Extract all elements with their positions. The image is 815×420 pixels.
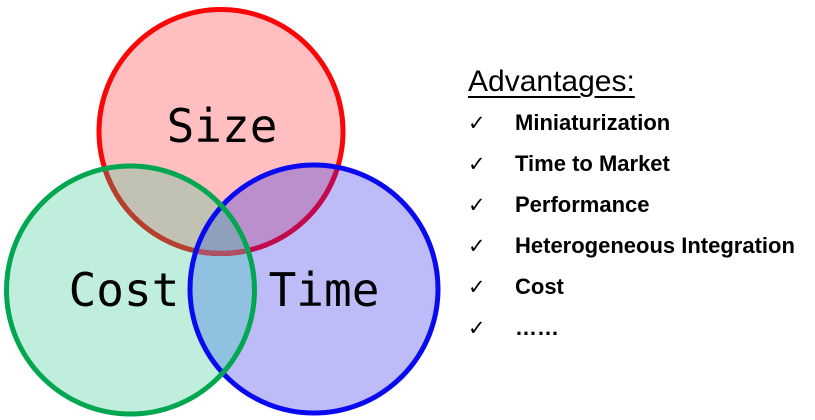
size-time-overlap bbox=[190, 165, 343, 254]
advantage-label: Miniaturization bbox=[515, 110, 671, 135]
size-stroke-under-center-group bbox=[190, 166, 255, 256]
advantage-item: ✓ Miniaturization bbox=[468, 110, 815, 136]
time-circle-stroke bbox=[187, 162, 441, 416]
advantage-label: Cost bbox=[515, 274, 564, 299]
size-stroke-under-center bbox=[190, 166, 255, 256]
check-icon: ✓ bbox=[468, 194, 486, 217]
advantage-item: ✓ …… bbox=[468, 315, 815, 341]
advantages-panel: Advantages: ✓ Miniaturization ✓ Time to … bbox=[468, 64, 815, 340]
check-icon: ✓ bbox=[468, 276, 486, 299]
venn-diagram: Size Cost Time bbox=[4, 7, 441, 417]
advantage-label: Heterogeneous Integration bbox=[515, 233, 795, 258]
time-circle-label: Time bbox=[269, 263, 380, 317]
check-icon: ✓ bbox=[468, 235, 486, 258]
advantage-item: ✓ Heterogeneous Integration bbox=[468, 233, 815, 259]
check-icon: ✓ bbox=[468, 112, 486, 135]
advantages-title: Advantages: bbox=[468, 65, 635, 98]
advantage-item: ✓ Performance bbox=[468, 192, 815, 218]
advantage-label: …… bbox=[515, 315, 559, 340]
check-icon: ✓ bbox=[468, 153, 486, 176]
size-cost-overlap bbox=[99, 166, 255, 254]
cost-circle-label: Cost bbox=[69, 263, 180, 317]
advantages-list: ✓ Miniaturization ✓ Time to Market ✓ Per… bbox=[468, 110, 815, 356]
advantage-label: Time to Market bbox=[515, 151, 670, 176]
advantage-label: Performance bbox=[515, 192, 650, 217]
size-circle-label: Size bbox=[167, 99, 278, 153]
advantage-item: ✓ Cost bbox=[468, 274, 815, 300]
check-icon: ✓ bbox=[468, 317, 486, 340]
advantage-item: ✓ Time to Market bbox=[468, 151, 815, 177]
cost-circle-stroke bbox=[4, 163, 257, 417]
